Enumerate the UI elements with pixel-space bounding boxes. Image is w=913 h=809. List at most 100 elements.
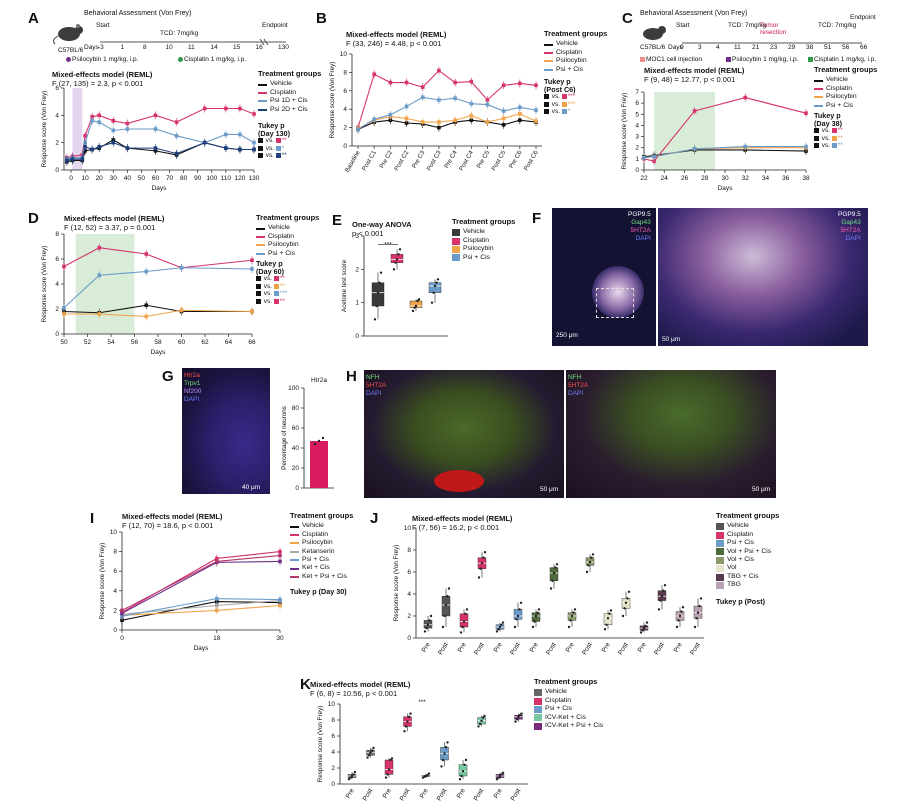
y-tick-label: 6: [407, 569, 411, 576]
tukey-row: vs. **: [814, 127, 843, 135]
data-point: [485, 102, 490, 107]
data-point: [278, 553, 282, 558]
tukey-sig: *: [567, 108, 571, 116]
tukey-vs: vs.: [820, 142, 832, 150]
data-point: [621, 614, 625, 618]
data-point: [518, 112, 522, 116]
panel-b-legend: Treatment groups Vehicle Cisplatin Psilocyb…: [544, 29, 607, 74]
x-tick-label: 60: [152, 175, 160, 182]
x-tick-label: 100: [206, 175, 217, 182]
data-point: [447, 587, 451, 590]
x-tick-label: 50: [60, 339, 68, 346]
legend-item: Psi + Cis: [544, 66, 607, 74]
x-tick-label: 0: [69, 175, 73, 182]
timeline-day: 11: [734, 44, 741, 51]
legend-label: ICV-Ket + Psi + Cis: [545, 722, 604, 730]
stat-line: F (12, 52) = 3.37, p = 0.001: [64, 223, 156, 232]
tukey-sig: **: [279, 297, 285, 305]
data-point: [179, 265, 184, 270]
tukey-swatch: [258, 145, 263, 151]
panel-b-tukey: Tukey p (Post C6) vs. *** vs. *** vs. *: [544, 78, 576, 116]
data-point: [444, 603, 448, 607]
stat-title: Mixed-effects model (REML): [310, 680, 411, 689]
y-axis-label: Response score (Von Frey): [99, 543, 106, 620]
data-point: [278, 597, 282, 602]
x-tick-label: 64: [225, 339, 233, 346]
data-point: [453, 118, 457, 123]
data-point: [657, 608, 661, 611]
data-point: [62, 305, 66, 310]
panel-a-injection-cisplatin: Cisplatin 1 mg/kg, i.p.: [178, 56, 246, 63]
data-point: [520, 712, 523, 715]
tukey-row: vs. **: [814, 135, 843, 143]
panel-e-letter: E: [332, 212, 343, 229]
tukey-sig: **: [837, 142, 843, 150]
y-tick-label: 0: [55, 167, 59, 174]
legend-label: Psi 1D + Cis: [270, 97, 308, 105]
y-tick-label: 5: [635, 111, 639, 118]
x-tick-label: Post C5: [490, 149, 507, 172]
data-point: [642, 155, 646, 160]
tukey-swatch: [544, 109, 549, 115]
stat-line: p < 0.001: [352, 229, 384, 238]
timeline-day: 130: [278, 44, 289, 51]
data-point: [660, 595, 664, 598]
data-point: [111, 119, 116, 123]
x-tick-label: Post: [399, 787, 412, 802]
data-point: [406, 720, 409, 723]
panel-h-letter: H: [346, 368, 357, 385]
x-tick-label: 90: [194, 175, 202, 182]
legend-swatch: [290, 542, 299, 545]
data-point: [555, 563, 559, 566]
data-point: [224, 146, 228, 150]
data-point: [461, 625, 464, 629]
data-point: [426, 623, 430, 626]
tukey-vs: vs.: [264, 137, 276, 145]
x-tick-label: 10: [81, 175, 89, 182]
x-tick-label: 80: [180, 175, 188, 182]
tukey-sub: (Day 60): [256, 266, 284, 276]
data-point: [443, 614, 446, 618]
data-point: [420, 85, 425, 89]
panel-a-start: Start: [96, 22, 110, 29]
legend-item: Psi + Cis: [256, 250, 319, 258]
y-axis-label: Percentage of neurons: [281, 406, 288, 470]
tukey-swatch: [831, 128, 837, 133]
legend-label: Vehicle: [727, 522, 749, 530]
data-point: [425, 626, 428, 630]
timeline-day: 8: [143, 44, 147, 51]
data-point: [626, 597, 629, 600]
panel-g-chart: 0 20 40 60 80 100 Percentage of neurons Htr2a: [281, 377, 334, 492]
data-point: [743, 144, 748, 149]
data-point: [534, 108, 538, 112]
data-point: [518, 714, 522, 717]
data-point: [590, 556, 593, 559]
data-point: [693, 625, 697, 629]
legend-label: Psilocybin: [556, 57, 587, 65]
legend-swatch: [544, 43, 553, 46]
y-tick-label: 8: [113, 549, 117, 556]
data-point: [497, 628, 500, 631]
y-tick-label: 6: [55, 256, 59, 263]
timeline-day: 23: [770, 44, 778, 51]
data-point: [436, 278, 440, 281]
legend-swatch: [716, 548, 724, 556]
data-point: [62, 264, 66, 269]
y-tick-label: 3: [635, 134, 639, 141]
data-point: [435, 281, 438, 284]
data-point: [453, 96, 457, 100]
data-point: [440, 765, 443, 768]
stat-title: Mixed-effects model (REML): [122, 512, 223, 521]
x-axis-label: Days: [718, 185, 734, 192]
legend-label: Cisplatin: [302, 530, 329, 538]
data-point: [639, 631, 643, 634]
panel-i-stat: Mixed-effects model (REML) F (12, 70) = 1…: [122, 512, 222, 530]
series-line: [357, 119, 537, 130]
data-point: [531, 625, 535, 629]
panel-c-start: Start: [676, 22, 690, 29]
data-point: [250, 309, 254, 314]
data-point: [403, 730, 406, 733]
